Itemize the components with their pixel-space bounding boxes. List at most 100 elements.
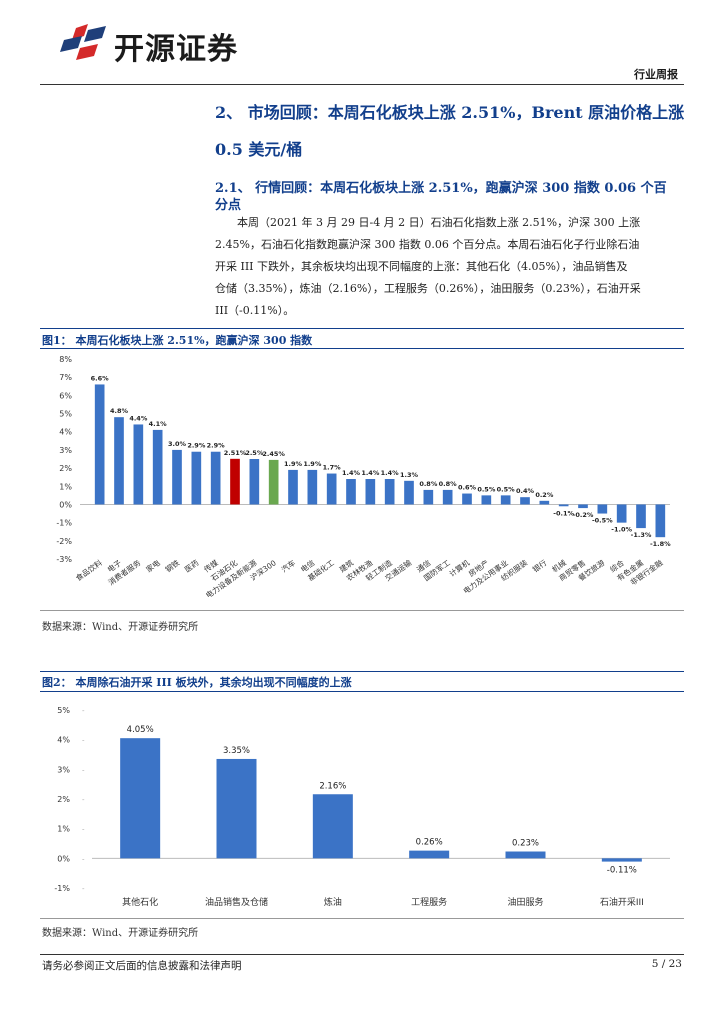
data-label: 1.7% — [323, 464, 342, 472]
y-tick-label: -1% — [54, 884, 70, 893]
y-tick-mark: - — [82, 796, 85, 804]
data-label: 2.16% — [319, 781, 346, 791]
bar — [601, 858, 642, 862]
logo-mark-icon — [60, 24, 106, 60]
data-label: -0.2% — [573, 511, 594, 519]
section-heading-line2: 0.5 美元/桶 — [215, 140, 303, 159]
bar — [481, 495, 492, 505]
y-tick-mark: - — [82, 766, 85, 774]
bar — [249, 459, 260, 505]
y-tick-label: 4% — [57, 736, 70, 745]
bar — [539, 500, 550, 505]
data-label: 4.1% — [149, 420, 168, 428]
data-label: 0.6% — [458, 484, 477, 492]
x-tick-label: 油品销售及仓储 — [205, 896, 268, 908]
bar — [210, 451, 221, 505]
y-tick-mark: - — [82, 826, 85, 834]
x-tick-label: 计算机 — [447, 557, 472, 578]
data-label: 3.35% — [223, 746, 250, 756]
brand-logo: 开源证券 — [58, 22, 298, 67]
figure1-title: 图1： 本周石化板块上涨 2.51%，跑赢沪深 300 指数 — [42, 334, 313, 347]
y-tick-label: 7% — [59, 373, 72, 382]
data-label: 2.9% — [207, 442, 226, 450]
data-label: 0.26% — [416, 838, 443, 848]
x-tick-label: 石油开采III — [600, 896, 644, 908]
data-label: 4.05% — [127, 725, 154, 735]
bar — [216, 758, 257, 859]
footer-rule — [40, 954, 684, 955]
figure1-source: 数据来源：Wind、开源证券研究所 — [42, 622, 199, 633]
bar — [616, 504, 627, 523]
y-tick-label: 4% — [59, 428, 72, 437]
bar — [655, 504, 666, 538]
figure2-end-rule — [40, 918, 684, 919]
figure2-title: 图2： 本周除石油开采 III 板块外，其余均出现不同幅度的上涨 — [42, 676, 352, 689]
y-tick-mark: - — [82, 737, 85, 745]
bar — [120, 738, 161, 859]
bar — [384, 479, 395, 505]
x-tick-label: 汽车 — [279, 557, 297, 574]
bar — [442, 489, 453, 505]
bar — [558, 504, 569, 507]
figure1-end-rule — [40, 610, 684, 611]
y-tick-mark: - — [82, 885, 85, 893]
y-tick-mark: - — [82, 707, 85, 715]
paragraph-line: III（-0.11%）。 — [215, 304, 295, 317]
footer-disclaimer: 请务必参阅正文后面的信息披露和法律声明 — [42, 960, 242, 972]
y-tick-mark: - — [82, 855, 85, 863]
data-label: -0.1% — [553, 509, 574, 517]
y-tick-label: 1% — [57, 825, 70, 834]
bar — [597, 504, 608, 514]
y-tick-label: -2% — [56, 537, 72, 546]
bar — [346, 479, 356, 505]
data-label: 6.6% — [91, 374, 110, 382]
x-tick-label: 医药 — [182, 557, 200, 574]
x-tick-label: 银行 — [530, 557, 548, 574]
data-label: 2.5% — [245, 449, 264, 457]
subsection-heading-line1: 2.1、 行情回顾：本周石化板块上涨 2.51%，跑赢沪深 300 指数 0.0… — [215, 181, 667, 196]
bar — [114, 417, 124, 505]
data-label: 1.4% — [361, 469, 380, 477]
page-number: 5 / 23 — [651, 958, 682, 970]
bar — [152, 429, 163, 505]
data-label: 3.0% — [168, 440, 187, 448]
data-label: 0.23% — [512, 839, 539, 849]
data-label: 2.51% — [224, 449, 247, 457]
figure2-bottom-rule — [40, 691, 684, 692]
bar — [636, 504, 646, 529]
bar — [520, 497, 530, 505]
bar — [191, 451, 202, 505]
data-label: -0.11% — [607, 866, 637, 876]
data-label: -1.3% — [631, 531, 652, 539]
data-label: 4.4% — [129, 414, 148, 422]
x-tick-label: 油田服务 — [507, 896, 543, 908]
y-tick-label: 5% — [57, 706, 70, 715]
data-label: 4.8% — [110, 407, 129, 415]
y-tick-label: 2% — [59, 464, 72, 473]
y-tick-label: 1% — [59, 482, 72, 491]
paragraph-line: 本周（2021 年 3 月 29 日-4 月 2 日）石油石化指数上涨 2.51… — [237, 216, 641, 229]
bar — [94, 384, 105, 505]
data-label: 0.8% — [419, 480, 438, 488]
bar — [423, 489, 434, 505]
figure2-title-rule — [40, 671, 684, 672]
x-tick-label: 钢铁 — [163, 557, 181, 574]
bar — [133, 424, 144, 505]
data-label: 1.9% — [284, 460, 303, 468]
figure2-source: 数据来源：Wind、开源证券研究所 — [42, 928, 199, 939]
y-tick-label: 3% — [57, 765, 70, 774]
x-tick-label: 炼油 — [324, 896, 342, 908]
data-label: 0.4% — [516, 487, 535, 495]
x-tick-label: 其他石化 — [122, 896, 158, 908]
data-label: 1.3% — [400, 471, 419, 479]
figure1-bottom-rule — [40, 348, 684, 349]
data-label: 2.45% — [262, 450, 285, 458]
y-tick-label: 0% — [57, 854, 70, 863]
brand-name: 开源证券 — [114, 32, 238, 67]
data-label: -0.5% — [592, 517, 613, 525]
y-tick-label: -3% — [56, 555, 72, 564]
bar — [172, 449, 182, 505]
bar — [409, 850, 450, 859]
section-heading-line1: 2、 市场回顾：本周石化板块上涨 2.51%，Brent 原油价格上涨 — [215, 103, 685, 122]
x-tick-label: 食品饮料 — [74, 557, 105, 583]
